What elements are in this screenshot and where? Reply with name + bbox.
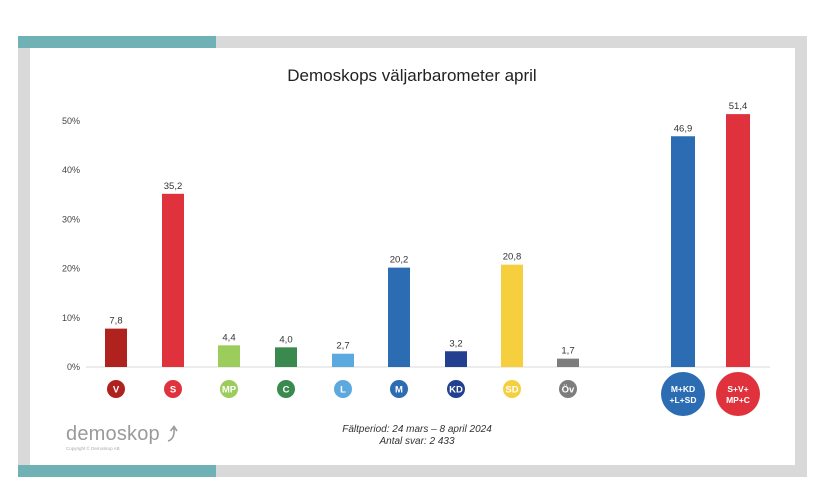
y-tick-label: 20% (62, 264, 80, 274)
badge-label: C (283, 385, 290, 396)
badge-label: MP+C (726, 395, 750, 405)
accent-bar-bottom (18, 465, 216, 477)
data-label: 51,4 (729, 101, 748, 112)
data-label: 20,2 (390, 255, 409, 266)
demoskop-logo: demoskop (66, 423, 160, 446)
badge-label: V (113, 385, 120, 396)
data-label: 20,8 (503, 252, 522, 263)
party-badge (277, 380, 295, 398)
data-label: 3,2 (449, 338, 462, 349)
badge-label: +L+SD (670, 395, 697, 405)
field-period: Fältperiod: 24 mars – 8 april 2024 (342, 424, 492, 435)
party-badge (164, 380, 182, 398)
badge-label: SD (505, 385, 518, 396)
accent-bar-top (18, 36, 216, 48)
bar (557, 358, 579, 367)
bar (162, 193, 184, 367)
bar (388, 267, 410, 367)
bar (671, 136, 695, 367)
data-label: 35,2 (164, 181, 183, 192)
badge-label: S (170, 385, 176, 396)
chart-title: Demoskops väljarbarometer april (287, 66, 536, 85)
party-badge (107, 380, 125, 398)
data-label: 2,7 (336, 341, 349, 352)
response-count: Antal svar: 2 433 (379, 436, 455, 447)
y-tick-label: 0% (67, 362, 80, 372)
badge-label: M (395, 385, 403, 396)
badge-label: M+KD (671, 384, 695, 394)
party-badge (447, 380, 465, 398)
y-tick-label: 50% (62, 116, 80, 126)
logo-copyright: Copyright © Demoskop AB (66, 446, 120, 451)
data-label: 4,4 (222, 332, 235, 343)
bar (105, 328, 127, 367)
badge-label: S+V+ (727, 384, 748, 394)
bar (445, 351, 467, 367)
bar (218, 345, 240, 367)
party-badges: V S MP C L M KD SD Öv M+KD+L+SD S+V+MP+C (107, 372, 760, 416)
footnote: Fältperiod: 24 mars – 8 april 2024 Antal… (300, 424, 534, 448)
data-label: 7,8 (109, 316, 122, 327)
data-label: 4,0 (279, 334, 292, 345)
logo-arrow-icon (167, 425, 178, 442)
party-badge (503, 380, 521, 398)
badge-label: L (340, 385, 346, 396)
party-badge (661, 372, 705, 416)
logo-wordmark: demoskop (66, 423, 160, 445)
badge-label: MP (222, 385, 237, 396)
y-tick-label: 10% (62, 313, 80, 323)
bar (501, 264, 523, 367)
data-label: 46,9 (674, 123, 693, 134)
data-label: 1,7 (561, 346, 574, 357)
party-badge (390, 380, 408, 398)
y-tick-label: 40% (62, 165, 80, 175)
bar (332, 353, 354, 367)
party-badge (220, 380, 238, 398)
badge-label: Öv (562, 385, 575, 396)
y-tick-label: 30% (62, 214, 80, 224)
bar (726, 114, 750, 367)
party-badge (716, 372, 760, 416)
bar (275, 347, 297, 367)
data-labels: 7,8 35,2 4,4 4,0 2,7 20,2 3,2 20,8 1,7 46,9 51,4 (109, 101, 747, 357)
y-axis: 0% 10% 20% 30% 40% 50% (62, 116, 80, 372)
badge-label: KD (449, 385, 463, 396)
bars (105, 114, 750, 367)
party-badge (559, 380, 577, 398)
party-badge (334, 380, 352, 398)
